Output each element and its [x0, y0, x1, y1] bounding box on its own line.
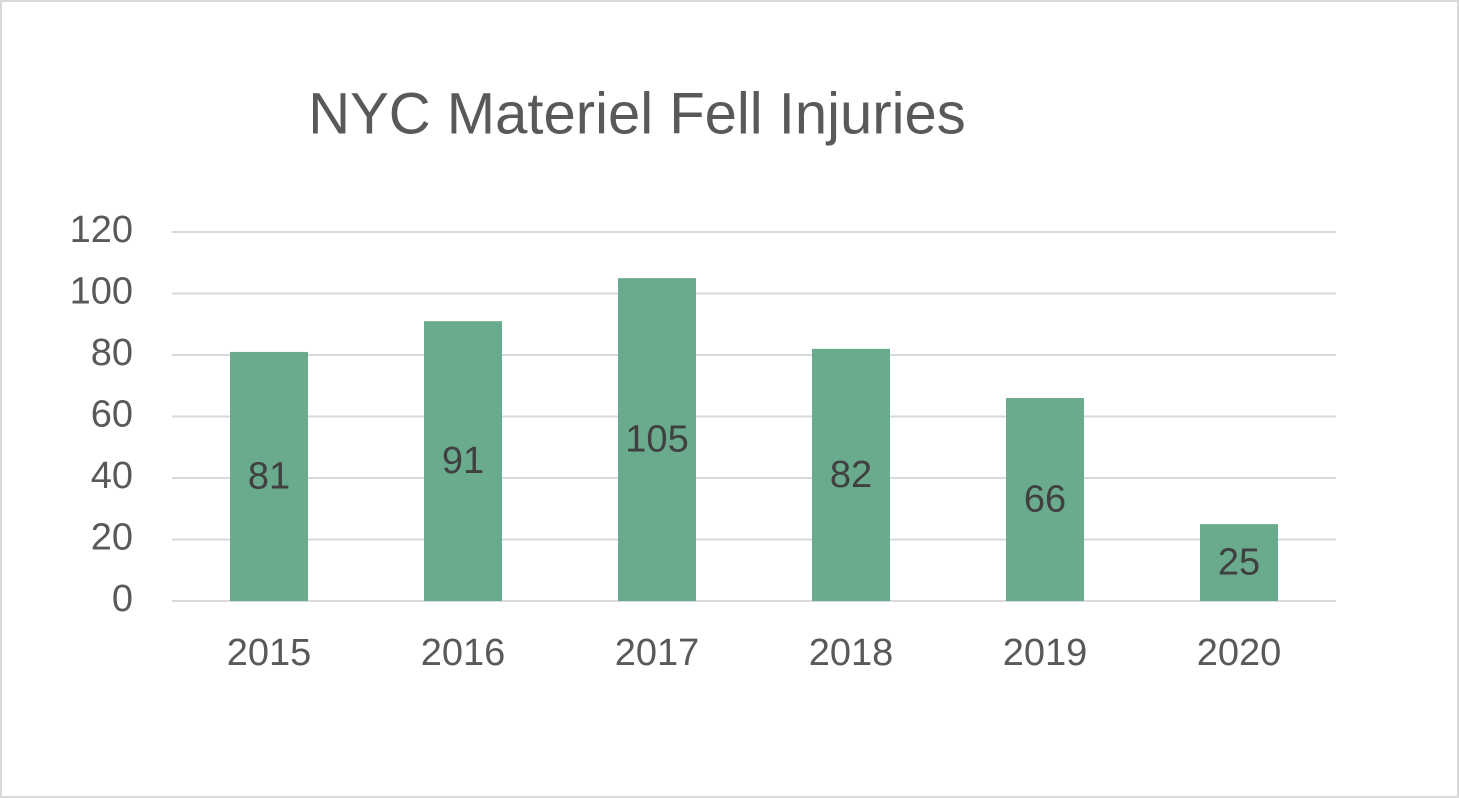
x-tick-label: 2016	[421, 632, 506, 674]
data-label: 81	[248, 455, 290, 497]
bar	[230, 351, 308, 601]
x-tick-label: 2020	[1197, 632, 1282, 674]
data-label: 66	[1024, 479, 1066, 521]
y-tick-label: 120	[70, 209, 133, 251]
data-label: 91	[442, 440, 484, 482]
bar	[424, 321, 502, 601]
bar	[1006, 398, 1084, 601]
data-label: 25	[1218, 542, 1260, 584]
y-tick-label: 40	[91, 455, 133, 497]
y-tick-label: 60	[91, 394, 133, 436]
bar	[1200, 524, 1278, 601]
x-tick-label: 2018	[809, 632, 894, 674]
data-label: 105	[625, 419, 688, 461]
x-tick-label: 2015	[227, 632, 312, 674]
y-tick-label: 0	[112, 578, 133, 620]
bar	[618, 278, 696, 601]
bar	[812, 348, 890, 601]
y-tick-label: 100	[70, 271, 133, 313]
data-label: 82	[830, 454, 872, 496]
x-tick-label: 2017	[615, 632, 700, 674]
chart-title: NYC Materiel Fell Injuries	[308, 81, 966, 146]
y-tick-label: 80	[91, 332, 133, 374]
y-tick-label: 20	[91, 517, 133, 559]
x-tick-label: 2019	[1003, 632, 1088, 674]
